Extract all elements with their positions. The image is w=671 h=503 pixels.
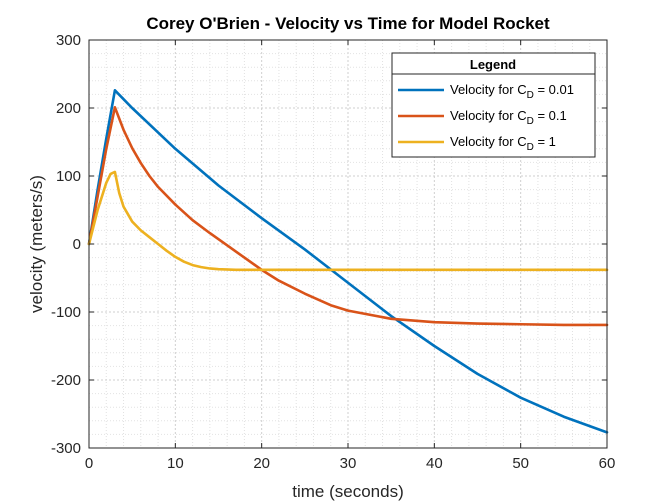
- legend-title: Legend: [470, 57, 516, 72]
- y-tick-label: 200: [56, 100, 81, 117]
- x-tick-label: 30: [340, 455, 357, 472]
- legend-label-2: Velocity for CD = 0.1: [450, 108, 567, 127]
- legend-box: [391, 52, 596, 158]
- x-tick-label: 10: [167, 455, 184, 472]
- y-tick-label: 300: [56, 32, 81, 49]
- y-tick-label: -200: [51, 372, 81, 389]
- x-tick-label: 20: [253, 455, 270, 472]
- series-layer: [87, 89, 609, 434]
- y-tick-label: -100: [51, 304, 81, 321]
- chart-title: Corey O'Brien - Velocity vs Time for Mod…: [146, 14, 550, 33]
- y-tick-label: -300: [51, 440, 81, 457]
- x-tick-label: 60: [599, 455, 616, 472]
- y-tick-label: 0: [73, 236, 81, 253]
- axis-ticks: [88, 39, 608, 449]
- series-line-3: [87, 170, 609, 272]
- tick-labels: 0 10 20 30 40 50 60 -300 -200 -100 0 100 200 300: [51, 32, 615, 472]
- x-tick-label: 50: [512, 455, 529, 472]
- y-axis-title: velocity (meters/s): [27, 175, 46, 313]
- legend-label-3: Velocity for CD = 1: [450, 134, 556, 153]
- series-line-2: [87, 106, 609, 327]
- x-tick-label: 0: [85, 455, 93, 472]
- x-axis-title: time (seconds): [292, 482, 403, 501]
- legend-label-1: Velocity for CD = 0.01: [450, 82, 574, 101]
- series-line-1: [87, 89, 609, 434]
- y-tick-label: 100: [56, 168, 81, 185]
- x-tick-label: 40: [426, 455, 443, 472]
- legend-entries: Velocity for CD = 0.01 Velocity for CD = …: [398, 82, 574, 153]
